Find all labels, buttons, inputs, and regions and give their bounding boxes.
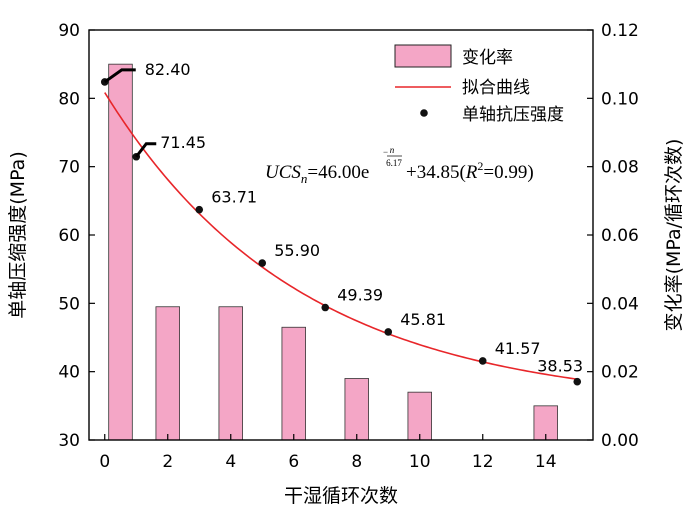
x-tick-label: 8 xyxy=(351,452,362,472)
data-point xyxy=(573,377,582,386)
data-point xyxy=(384,328,393,336)
legend-label-points: 单轴抗压强度 xyxy=(462,105,564,125)
legend-bar-swatch xyxy=(394,44,452,68)
bar xyxy=(407,391,432,441)
y-left-tick-label: 40 xyxy=(58,363,80,383)
y-axis-right-title: 变化率(MPa/循环次数) xyxy=(663,139,685,332)
x-tick-label: 12 xyxy=(472,452,494,472)
bar xyxy=(155,306,180,441)
y-right-tick-label: 0.04 xyxy=(601,294,639,314)
legend-point-swatch xyxy=(420,109,428,117)
svg-text:+34.85(R2=0.99): +34.85(R2=0.99) xyxy=(406,159,534,183)
data-point xyxy=(321,303,330,312)
fit-curve xyxy=(104,92,578,381)
point-value-label: 38.53 xyxy=(537,357,583,376)
y-left-tick-label: 60 xyxy=(58,226,80,246)
x-tick-label: 4 xyxy=(225,452,236,472)
x-axis-title: 干湿循环次数 xyxy=(284,485,398,507)
data-point xyxy=(478,357,487,365)
svg-text:−: − xyxy=(383,147,388,157)
y-right-tick-label: 0.06 xyxy=(601,226,639,246)
eq-plus: +34.85( xyxy=(406,162,466,183)
y-left-tick-label: 90 xyxy=(58,21,80,41)
bar xyxy=(281,326,306,441)
point-value-label: 45.81 xyxy=(400,310,446,329)
eq-coef: =46.00e xyxy=(307,162,369,183)
y-left-tick-label: 80 xyxy=(58,89,80,109)
axis-ticks: 0 2 4 6 8 10 12 14 30 40 50 60 70 80 90 0.00 0.02 0.04 0.0… xyxy=(58,21,639,472)
legend-label-bars: 变化率 xyxy=(462,48,513,68)
bar xyxy=(108,63,133,441)
eq-sub-n: n xyxy=(301,171,308,186)
x-tick-label: 14 xyxy=(535,452,557,472)
y-right-tick-label: 0.00 xyxy=(601,431,639,451)
point-value-label: 49.39 xyxy=(337,286,383,305)
y-right-tick-label: 0.10 xyxy=(601,89,639,109)
bar xyxy=(344,378,369,441)
eq-exp-den: 6.17 xyxy=(386,158,402,168)
legend-label-fit: 拟合曲线 xyxy=(462,78,530,98)
y-left-tick-label: 30 xyxy=(58,431,80,451)
eq-r: R xyxy=(465,162,478,183)
y-axis-left-title: 单轴压缩强度(MPa) xyxy=(7,151,29,318)
eq-r-sup: 2 xyxy=(477,159,483,173)
x-tick-label: 2 xyxy=(162,452,173,472)
y-left-tick-label: 50 xyxy=(58,294,80,314)
point-value-label: 55.90 xyxy=(274,241,320,260)
x-tick-label: 0 xyxy=(99,452,110,472)
y-right-tick-label: 0.08 xyxy=(601,158,639,178)
bar xyxy=(218,306,243,441)
bar-series xyxy=(108,63,558,441)
eq-ucs: UCS xyxy=(265,162,301,183)
fit-equation: UCSn=46.00e − n 6.17 +34.85(R2=0.99) xyxy=(265,145,534,186)
data-point xyxy=(258,259,267,267)
point-value-label: 82.40 xyxy=(145,60,191,79)
x-tick-label: 10 xyxy=(409,452,431,472)
legend: 变化率 拟合曲线 单轴抗压强度 xyxy=(394,44,564,125)
callout-line xyxy=(103,68,136,84)
point-value-label: 41.57 xyxy=(495,339,541,358)
y-right-tick-label: 0.02 xyxy=(601,363,639,383)
data-point xyxy=(195,205,204,214)
y-left-tick-label: 70 xyxy=(58,158,80,178)
point-value-label: 71.45 xyxy=(160,133,206,152)
svg-text:UCSn=46.00e: UCSn=46.00e xyxy=(265,162,369,186)
y-right-tick-label: 0.12 xyxy=(601,21,639,41)
x-tick-label: 6 xyxy=(288,452,299,472)
point-value-label: 63.71 xyxy=(211,188,257,207)
callout-line xyxy=(135,142,157,158)
eq-r2: =0.99) xyxy=(483,162,533,183)
eq-exp-num: n xyxy=(390,145,395,155)
